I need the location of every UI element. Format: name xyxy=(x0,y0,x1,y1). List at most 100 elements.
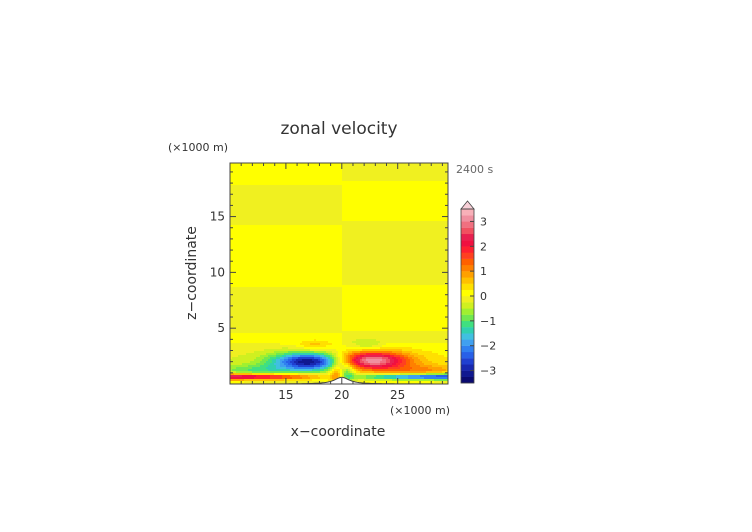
field-cell xyxy=(408,205,411,208)
field-cell xyxy=(288,229,291,232)
field-cell xyxy=(402,215,405,218)
field-cell xyxy=(328,237,331,240)
field-cell xyxy=(282,163,285,166)
field-cell xyxy=(398,205,401,208)
field-cell xyxy=(350,195,353,198)
field-cell xyxy=(322,165,325,168)
field-cell xyxy=(406,167,409,170)
field-cell xyxy=(242,237,245,240)
field-cell xyxy=(314,181,317,184)
field-cell xyxy=(292,233,295,236)
field-cell xyxy=(338,195,341,198)
field-cell xyxy=(308,183,311,186)
field-cell xyxy=(436,215,439,218)
field-cell xyxy=(280,163,283,166)
field-cell xyxy=(372,189,375,192)
field-cell xyxy=(370,197,373,200)
field-cell xyxy=(262,249,265,252)
field-cell xyxy=(396,197,399,200)
field-cell xyxy=(258,245,261,248)
field-cell xyxy=(284,225,287,228)
field-cell xyxy=(292,187,295,190)
field-cell xyxy=(350,229,353,232)
field-cell xyxy=(390,213,393,216)
field-cell xyxy=(378,243,381,246)
field-cell xyxy=(398,243,401,246)
field-cell xyxy=(272,223,275,226)
field-cell xyxy=(268,249,271,252)
field-cell xyxy=(360,213,363,216)
field-cell xyxy=(394,203,397,206)
field-cell xyxy=(414,237,417,240)
field-cell xyxy=(422,219,425,222)
field-cell xyxy=(242,215,245,218)
field-cell xyxy=(374,233,377,236)
field-cell xyxy=(296,169,299,172)
field-cell xyxy=(338,219,341,222)
field-cell xyxy=(248,163,251,166)
field-cell xyxy=(270,253,273,256)
field-cell xyxy=(402,173,405,176)
field-cell xyxy=(428,235,431,238)
field-cell xyxy=(282,183,285,186)
field-cell xyxy=(308,189,311,192)
field-cell xyxy=(386,215,389,218)
field-cell xyxy=(400,235,403,238)
field-cell xyxy=(366,187,369,190)
field-cell xyxy=(362,167,365,170)
field-cell xyxy=(258,217,261,220)
field-cell xyxy=(278,173,281,176)
field-cell xyxy=(332,165,335,168)
field-cell xyxy=(362,193,365,196)
field-cell xyxy=(364,223,367,226)
field-cell xyxy=(374,211,377,214)
field-cell xyxy=(284,213,287,216)
field-cell xyxy=(252,191,255,194)
field-cell xyxy=(342,231,345,234)
field-cell xyxy=(358,219,361,222)
field-cell xyxy=(384,191,387,194)
field-cell xyxy=(308,233,311,236)
field-cell xyxy=(442,205,445,208)
field-cell xyxy=(238,201,241,204)
field-cell xyxy=(336,237,339,240)
field-cell xyxy=(430,231,433,234)
field-cell xyxy=(240,191,243,194)
field-cell xyxy=(256,187,259,190)
field-cell xyxy=(440,229,443,232)
field-cell xyxy=(242,253,245,256)
field-cell xyxy=(444,209,447,212)
field-cell xyxy=(322,233,325,236)
field-cell xyxy=(326,205,329,208)
field-cell xyxy=(296,237,299,240)
field-cell xyxy=(230,191,233,194)
field-cell xyxy=(302,163,305,166)
field-cell xyxy=(316,253,319,256)
field-cell xyxy=(416,249,419,252)
field-cell xyxy=(358,203,361,206)
field-cell xyxy=(294,169,297,172)
field-cell xyxy=(306,209,309,212)
field-cell xyxy=(280,169,283,172)
field-cell xyxy=(360,165,363,168)
field-cell xyxy=(238,167,241,170)
field-cell xyxy=(406,183,409,186)
field-cell xyxy=(254,207,257,210)
field-cell xyxy=(356,173,359,176)
field-cell xyxy=(312,177,315,180)
field-cell xyxy=(234,177,237,180)
field-cell xyxy=(252,237,255,240)
field-cell xyxy=(322,179,325,182)
field-cell xyxy=(378,171,381,174)
field-cell xyxy=(372,221,375,224)
field-cell xyxy=(408,233,411,236)
field-cell xyxy=(438,213,441,216)
field-cell xyxy=(242,251,245,254)
field-cell xyxy=(244,169,247,172)
field-cell xyxy=(232,213,235,216)
field-cell xyxy=(346,215,349,218)
field-cell xyxy=(434,239,437,242)
field-cell xyxy=(432,237,435,240)
field-cell xyxy=(246,183,249,186)
field-cell xyxy=(398,231,401,234)
